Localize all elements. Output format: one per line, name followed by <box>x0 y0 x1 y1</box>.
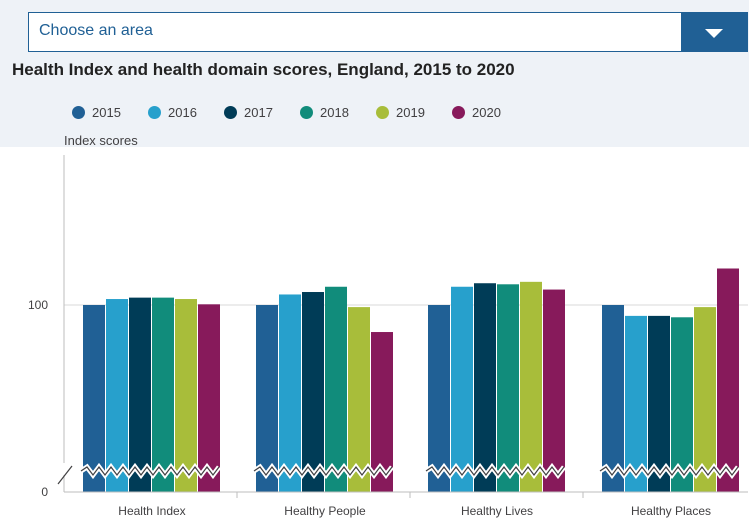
axis-break-zigzag <box>425 466 565 476</box>
bar-healthy-places-2015 <box>602 305 624 492</box>
bar-healthy-places-2016 <box>625 315 647 492</box>
legend-label: 2015 <box>92 105 121 120</box>
x-tick-label: Healthy Lives <box>461 504 533 518</box>
axis-break-zigzag <box>80 466 220 476</box>
bar-healthy-people-2015 <box>256 305 278 492</box>
bar-healthy-lives-2016 <box>451 286 473 492</box>
y-tick-label: 0 <box>41 485 48 499</box>
legend-swatch <box>300 106 313 119</box>
bar-healthy-people-2020 <box>371 332 393 492</box>
bar-healthy-lives-2015 <box>428 305 450 492</box>
area-select[interactable]: Choose an area <box>28 12 748 52</box>
legend-swatch <box>72 106 85 119</box>
x-tick-label: Healthy Places <box>631 504 711 518</box>
bar-health-index-2020 <box>198 304 220 492</box>
bar-healthy-people-2016 <box>279 294 301 492</box>
y-axis-label: Index scores <box>64 133 138 148</box>
legend-label: 2019 <box>396 105 425 120</box>
legend-swatch <box>452 106 465 119</box>
bar-healthy-places-2019 <box>694 307 716 492</box>
legend-label: 2016 <box>168 105 197 120</box>
y-tick-label: 100 <box>28 298 48 312</box>
bar-healthy-people-2019 <box>348 307 370 492</box>
bar-healthy-lives-2017 <box>474 283 496 492</box>
bar-healthy-places-2020 <box>717 268 739 492</box>
legend-swatch <box>376 106 389 119</box>
bar-healthy-lives-2019 <box>520 281 542 492</box>
chart-title: Health Index and health domain scores, E… <box>12 60 515 79</box>
bar-healthy-people-2017 <box>302 292 324 492</box>
legend-label: 2017 <box>244 105 273 120</box>
bar-health-index-2016 <box>106 299 128 492</box>
axis-break-zigzag <box>599 466 739 476</box>
bar-health-index-2019 <box>175 299 197 492</box>
legend-label: 2020 <box>472 105 501 120</box>
bar-health-index-2017 <box>129 297 151 492</box>
bar-health-index-2015 <box>83 305 105 492</box>
bar-healthy-lives-2018 <box>497 284 519 492</box>
legend-swatch <box>224 106 237 119</box>
y-axis-break-mark <box>57 465 73 485</box>
x-tick-label: Health Index <box>118 504 185 518</box>
x-tick-label: Healthy People <box>284 504 366 518</box>
legend-label: 2018 <box>320 105 349 120</box>
bar-healthy-lives-2020 <box>543 289 565 492</box>
chevron-down-icon <box>705 29 723 38</box>
area-select-dropdown-button[interactable] <box>681 13 747 51</box>
bar-health-index-2018 <box>152 297 174 492</box>
bar-healthy-places-2018 <box>671 317 693 492</box>
legend-swatch <box>148 106 161 119</box>
bar-healthy-people-2018 <box>325 286 347 492</box>
area-select-placeholder: Choose an area <box>39 22 153 39</box>
axis-break-zigzag <box>253 466 393 476</box>
bar-healthy-places-2017 <box>648 315 670 492</box>
